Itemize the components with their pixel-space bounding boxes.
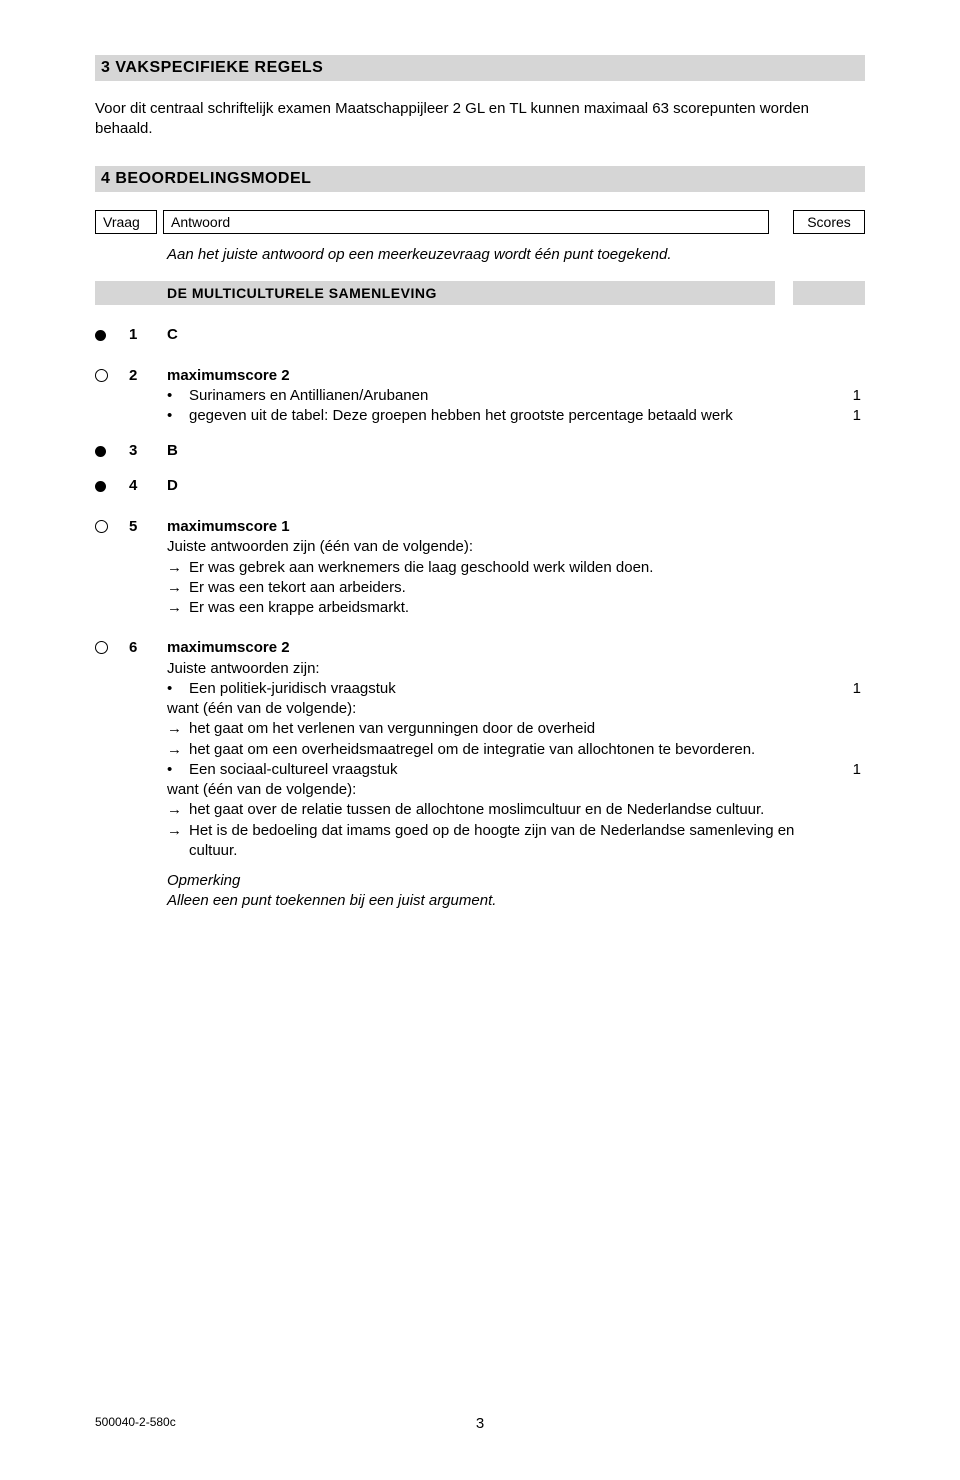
question-1: 1 C — [95, 325, 865, 346]
q6-want2: want (één van de volgende): — [167, 780, 865, 800]
q2-item-2-text: gegeven uit de tabel: Deze groepen hebbe… — [189, 406, 805, 426]
subsection-bar: DE MULTICULTURELE SAMENLEVING — [95, 281, 865, 305]
q2-item-1-score: 1 — [805, 386, 865, 406]
q6-a4: Het is de bedoeling dat imams goed op de… — [189, 821, 865, 862]
q6-arrow-2: →het gaat om een overheidsmaatregel om d… — [167, 740, 865, 760]
q5-arrow-3: →Er was een krappe arbeidsmarkt. — [167, 598, 865, 618]
footer-code: 500040-2-580c — [95, 1415, 476, 1432]
bullet-icon: • — [167, 406, 189, 426]
q2-lead: maximumscore 2 — [167, 366, 865, 386]
q6-b1: Een politiek-juridisch vraagstuk — [189, 679, 805, 699]
col-scores: Scores — [793, 210, 865, 234]
q2-item-2: • gegeven uit de tabel: Deze groepen heb… — [167, 406, 865, 426]
q1-num: 1 — [129, 325, 167, 346]
q6-item-1: • Een politiek-juridisch vraagstuk 1 — [167, 679, 865, 699]
arrow-icon: → — [167, 821, 189, 841]
arrow-icon: → — [167, 719, 189, 739]
question-3: 3 B — [95, 441, 865, 462]
q6-a3: het gaat over de relatie tussen de alloc… — [189, 800, 865, 820]
q6-s1: 1 — [805, 679, 865, 699]
arrow-icon: → — [167, 740, 189, 760]
q6-opmerking-text: Alleen een punt toekennen bij een juist … — [167, 891, 865, 911]
q5-arrow-1: →Er was gebrek aan werknemers die laag g… — [167, 558, 865, 578]
q6-want1: want (één van de volgende): — [167, 699, 865, 719]
page-footer: 500040-2-580c 3 — [95, 1415, 865, 1432]
q6-arrow-4: →Het is de bedoeling dat imams goed op d… — [167, 821, 865, 862]
question-6: 6 maximumscore 2 Juiste antwoorden zijn:… — [95, 638, 865, 911]
marker-open-icon — [95, 517, 129, 618]
note-text: Aan het juiste antwoord op een meerkeuze… — [167, 246, 865, 263]
q6-s2: 1 — [805, 760, 865, 780]
q5-a2: Er was een tekort aan arbeiders. — [189, 578, 865, 598]
marker-closed-icon — [95, 325, 129, 346]
model-title: 4 BEOORDELINGSMODEL — [95, 166, 865, 192]
q6-b2: Een sociaal-cultureel vraagstuk — [189, 760, 805, 780]
arrow-icon: → — [167, 800, 189, 820]
q4-answer: D — [167, 477, 178, 494]
q5-intro: Juiste antwoorden zijn (één van de volge… — [167, 537, 865, 557]
q2-item-1-text: Surinamers en Antillianen/Arubanen — [189, 386, 805, 406]
q3-answer: B — [167, 442, 178, 459]
q3-num: 3 — [129, 441, 167, 462]
bullet-icon: • — [167, 679, 189, 699]
subsection-title: DE MULTICULTURELE SAMENLEVING — [95, 281, 775, 305]
table-header: Vraag Antwoord Scores — [95, 210, 865, 234]
q2-item-2-score: 1 — [805, 406, 865, 426]
question-2: 2 maximumscore 2 • Surinamers en Antilli… — [95, 366, 865, 427]
rules-title: 3 VAKSPECIFIEKE REGELS — [95, 55, 865, 81]
marker-open-icon — [95, 366, 129, 427]
q5-arrow-2: →Er was een tekort aan arbeiders. — [167, 578, 865, 598]
rules-text: Voor dit centraal schriftelijk examen Ma… — [95, 99, 865, 140]
q5-a3: Er was een krappe arbeidsmarkt. — [189, 598, 865, 618]
q6-lead: maximumscore 2 — [167, 638, 865, 658]
q5-num: 5 — [129, 517, 167, 618]
q6-arrow-3: →het gaat over de relatie tussen de allo… — [167, 800, 865, 820]
q6-a1: het gaat om het verlenen van vergunninge… — [189, 719, 865, 739]
q1-answer: C — [167, 326, 178, 343]
marker-open-icon — [95, 638, 129, 911]
q2-item-1: • Surinamers en Antillianen/Arubanen 1 — [167, 386, 865, 406]
q6-opmerking-label: Opmerking — [167, 871, 865, 891]
bullet-icon: • — [167, 386, 189, 406]
q6-num: 6 — [129, 638, 167, 911]
question-4: 4 D — [95, 476, 865, 497]
q6-a2: het gaat om een overheidsmaatregel om de… — [189, 740, 865, 760]
arrow-icon: → — [167, 558, 189, 578]
q6-item-2: • Een sociaal-cultureel vraagstuk 1 — [167, 760, 865, 780]
col-antwoord: Antwoord — [163, 210, 769, 234]
marker-closed-icon — [95, 476, 129, 497]
col-vraag: Vraag — [95, 210, 157, 234]
arrow-icon: → — [167, 598, 189, 618]
q2-num: 2 — [129, 366, 167, 427]
q5-lead: maximumscore 1 — [167, 517, 865, 537]
q6-intro: Juiste antwoorden zijn: — [167, 659, 865, 679]
q4-num: 4 — [129, 476, 167, 497]
subsection-score-cell — [793, 281, 865, 305]
question-5: 5 maximumscore 1 Juiste antwoorden zijn … — [95, 517, 865, 618]
bullet-icon: • — [167, 760, 189, 780]
q6-arrow-1: →het gaat om het verlenen van vergunning… — [167, 719, 865, 739]
marker-closed-icon — [95, 441, 129, 462]
q5-a1: Er was gebrek aan werknemers die laag ge… — [189, 558, 865, 578]
footer-page: 3 — [476, 1415, 484, 1432]
arrow-icon: → — [167, 578, 189, 598]
